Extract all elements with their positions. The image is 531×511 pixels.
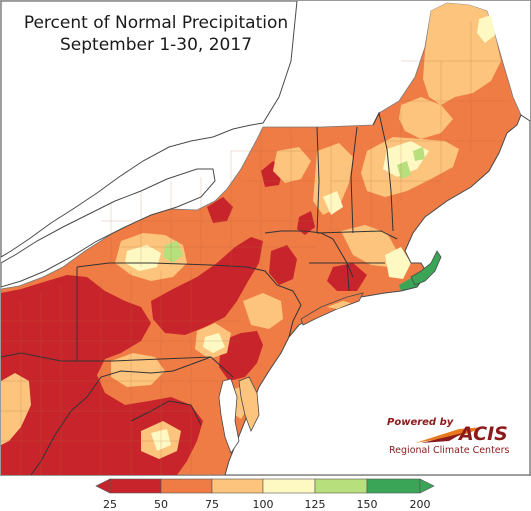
near-normal-region — [273, 147, 311, 183]
legend-bin-150-200 — [366, 478, 421, 494]
logo-powered-by: Powered by — [387, 417, 454, 428]
long-island — [300, 292, 364, 326]
legend-bin-125-150 — [314, 478, 368, 494]
legend-tick: 75 — [205, 498, 219, 511]
legend-bin-50-75 — [160, 478, 213, 494]
very-dry-region — [297, 211, 315, 235]
logo-swoosh-icon — [415, 427, 485, 443]
legend-tick: 25 — [103, 498, 117, 511]
legend-tick: 125 — [304, 498, 326, 511]
legend-arrow-high — [419, 478, 435, 494]
legend-colorbar — [95, 478, 435, 494]
near-normal-region — [111, 353, 165, 387]
legend-bin-25-50 — [109, 478, 162, 494]
precipitation-map — [1, 1, 530, 475]
map-title: Percent of Normal Precipitation — [23, 13, 289, 33]
near-normal-region — [1, 373, 31, 445]
map-subtitle: September 1-30, 2017 — [59, 35, 253, 55]
legend-bin-75-100 — [211, 478, 264, 494]
acis-logo: Powered by ACIS Regional Climate Centers — [385, 417, 515, 461]
wet-region — [413, 147, 425, 161]
map-frame: Percent of Normal Precipitation Septembe… — [0, 0, 531, 476]
very-dry-region — [327, 263, 367, 291]
near-normal-region — [341, 225, 397, 267]
very-dry-region — [1, 275, 203, 475]
very-dry-region — [269, 245, 297, 285]
normal-region — [385, 247, 411, 279]
color-legend: 25 50 75 100 125 150 200 — [0, 476, 531, 511]
lake-erie — [1, 168, 216, 288]
normal-region — [323, 191, 343, 215]
legend-tick: 100 — [252, 498, 274, 511]
delmarva — [238, 376, 260, 432]
wet-region — [163, 241, 183, 263]
normal-region — [477, 15, 495, 43]
very-dry-region — [207, 197, 233, 223]
normal-region — [125, 245, 161, 271]
very-dry-region — [219, 331, 263, 381]
long-island — [327, 301, 351, 309]
logo-name: ACIS — [459, 423, 508, 445]
county-lines — [1, 21, 511, 475]
near-normal-region — [243, 293, 283, 329]
logo-subtitle: Regional Climate Centers — [389, 445, 510, 456]
legend-tick: 50 — [154, 498, 168, 511]
legend-tick: 150 — [356, 498, 378, 511]
legend-tick: 200 — [409, 498, 431, 511]
great-lakes-water — [1, 1, 298, 258]
legend-arrow-low — [95, 478, 111, 494]
chesapeake-bay — [218, 378, 240, 454]
legend-bin-100-125 — [262, 478, 316, 494]
near-normal-region — [399, 97, 453, 139]
wet-region — [397, 161, 411, 179]
normal-region — [203, 333, 225, 353]
very-dry-region — [151, 237, 263, 335]
cape-cod — [410, 250, 442, 286]
